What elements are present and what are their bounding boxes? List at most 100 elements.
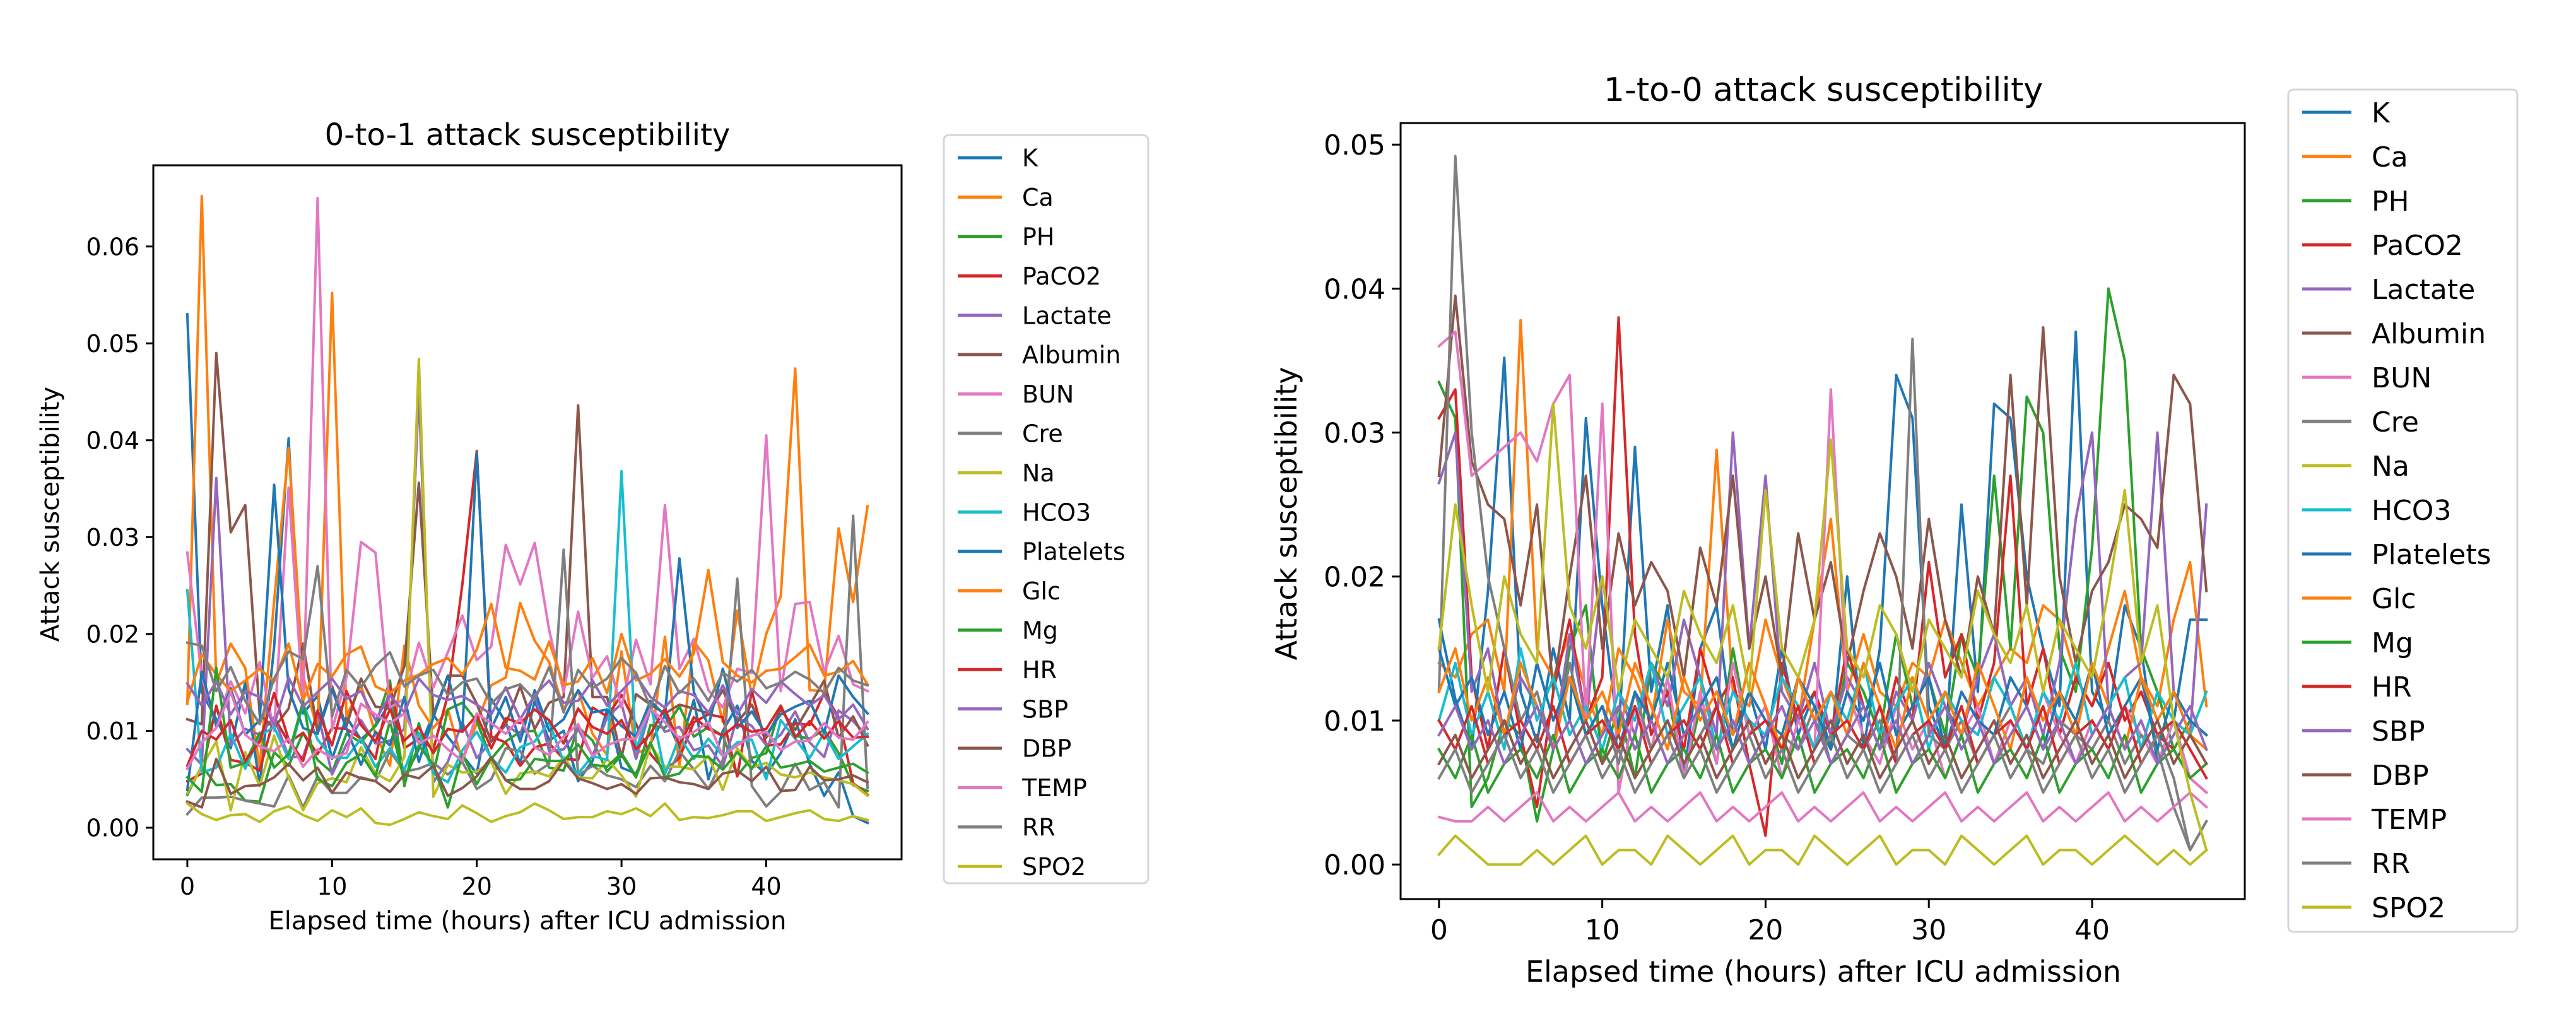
series-line-na [1437,834,2209,866]
series-line-sbp [185,674,869,731]
x-tick-label: 10 [1585,914,1620,946]
series-line-paco2 [1437,316,2209,837]
legend-label: PaCO2 [2372,230,2463,262]
legend-label: RR [1022,813,1056,841]
legend-label: RR [2372,848,2410,880]
y-tick-label: 0.06 [86,233,139,261]
legend-label: BUN [1022,380,1074,408]
tick-layer: 0 10 20 30 40 0.00 0.01 0.02 0.03 0.04 0.05 [1324,129,2110,946]
x-tick-label: 40 [2074,914,2110,946]
legend-label: DBP [2372,760,2429,792]
series-line-albumin [1437,294,2208,693]
series-line-dbp [185,755,869,809]
plot-area-frame [152,164,903,861]
series-line-rr [185,565,869,726]
series-line-glc [1437,647,2209,751]
legend: K Ca PH PaCO2 Lactate Albumin BUN Cre Na HCO3 Plat… [2287,88,2519,933]
chart-title: 0-to-1 attack susceptibility [325,117,731,153]
y-tick-label: 0.03 [86,524,139,551]
y-tick-label: 0.01 [1324,705,1385,738]
series-layer [185,194,869,827]
legend-label: Cre [1022,420,1063,447]
series-line-albumin [185,351,869,758]
legend-label: DBP [1022,735,1071,763]
series-line-bun [185,196,869,733]
x-tick-label: 30 [606,873,637,900]
series-line-rr [1437,733,2208,852]
x-tick-label: 30 [1911,914,1946,946]
series-line-hr [185,690,869,768]
legend-label: Platelets [1022,538,1126,566]
y-tick-label: 0.02 [86,621,139,649]
legend-label: SBP [1022,695,1068,723]
legend-label: Glc [2372,583,2416,615]
legend-label: HCO3 [2372,495,2451,527]
legend-label: HR [2372,671,2412,703]
legend-label: TEMP [1021,774,1087,802]
legend-label: HCO3 [1022,498,1091,526]
legend-label: Cre [2372,406,2419,438]
legend-label: PH [2372,185,2409,218]
x-tick-label: 20 [1748,914,1783,946]
legend-label: Albumin [1022,341,1120,369]
legend-frame [2287,88,2519,933]
x-axis-label: Elapsed time (hours) after ICU admission [269,907,787,936]
legend: K Ca PH PaCO2 Lactate Albumin BUN Cre Na HCO3 Plat… [943,134,1150,885]
series-line-ca [185,194,869,769]
legend-label: K [2372,97,2391,129]
legend-label: PH [1022,223,1055,250]
x-tick-label: 10 [317,873,347,900]
legend-label: K [1022,144,1038,172]
legend-label: BUN [2372,362,2432,394]
legend-label: Ca [2372,141,2408,174]
legend-label: Platelets [2372,539,2491,571]
legend-label: Na [2372,450,2409,483]
legend-frame [943,134,1150,885]
y-axis-label: Attack susceptibility [36,387,65,642]
legend-label: Mg [2372,627,2413,659]
legend-label: HR [1022,656,1057,684]
y-tick-label: 0.00 [1324,849,1385,881]
legend-label: Glc [1022,577,1061,605]
series-line-mg [185,666,869,809]
chart-title: 1-to-0 attack susceptibility [1604,71,2043,109]
y-tick-label: 0.04 [1324,273,1385,305]
series-layer [1437,155,2209,866]
plot-area-frame [1399,122,2246,900]
legend-label: Mg [1022,616,1058,644]
series-line-spo2 [185,801,869,827]
y-tick-label: 0.00 [86,815,139,842]
legend-label: SPO2 [2372,892,2445,924]
x-tick-label: 20 [462,873,492,900]
legend-label: TEMP [2371,804,2447,836]
series-line-paco2 [185,449,869,797]
legend-label: PaCO2 [1022,262,1101,290]
y-tick-label: 0.01 [86,717,139,745]
legend-label: SBP [2372,715,2425,748]
y-tick-label: 0.02 [1324,562,1385,594]
series-line-glc [185,568,869,703]
x-axis-label: Elapsed time (hours) after ICU admission [1526,955,2121,989]
x-tick-label: 40 [751,873,781,900]
x-tick-label: 0 [1430,914,1448,946]
series-line-sbp [1437,705,2208,765]
y-tick-label: 0.03 [1324,417,1385,449]
y-tick-label: 0.05 [1324,129,1385,162]
legend-label: Lactate [2372,274,2475,306]
series-line-temp [1437,791,2209,823]
y-tick-label: 0.05 [86,330,139,358]
series-line-dbp [1437,719,2208,780]
y-axis-label: Attack susceptibility [1269,367,1303,661]
legend-label: Albumin [2372,318,2486,350]
series-line-spo2 [1437,403,2208,852]
legend-label: Lactate [1022,302,1112,329]
chart-0to1: 0-to-1 attack susceptibility Elapsed tim… [36,117,1150,936]
chart-1to0: 1-to-0 attack susceptibility Elapsed tim… [1269,71,2519,989]
legend-label: Ca [1022,184,1054,211]
legend-label: Na [1022,459,1055,487]
y-tick-label: 0.04 [86,427,139,454]
series-line-temp [185,691,869,771]
tick-layer: 0 10 20 30 40 0.00 0.01 0.02 0.03 0.04 0.05 0.06 [86,233,781,900]
series-line-lactate [1437,431,2208,751]
